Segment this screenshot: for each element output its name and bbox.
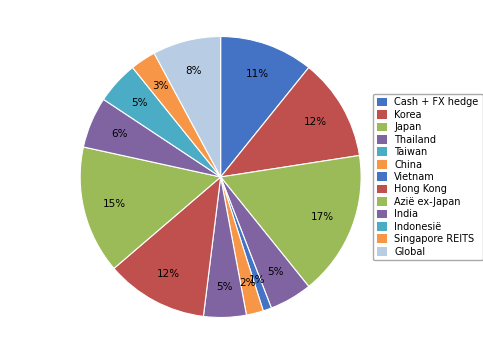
Wedge shape — [154, 36, 221, 177]
Text: 3%: 3% — [152, 81, 169, 91]
Text: 5%: 5% — [131, 98, 148, 108]
Wedge shape — [114, 177, 221, 316]
Wedge shape — [221, 155, 361, 286]
Text: 2%: 2% — [239, 278, 256, 288]
Wedge shape — [221, 177, 309, 308]
Wedge shape — [221, 177, 263, 315]
Text: 12%: 12% — [157, 269, 180, 279]
Text: 15%: 15% — [103, 199, 126, 209]
Text: 5%: 5% — [216, 281, 232, 292]
Text: 17%: 17% — [311, 212, 334, 222]
Text: 11%: 11% — [245, 69, 269, 79]
Legend: Cash + FX hedge, Korea, Japan, Thailand, Taiwan, China, Vietnam, Hong Kong, Azië: Cash + FX hedge, Korea, Japan, Thailand,… — [373, 93, 483, 261]
Wedge shape — [221, 36, 309, 177]
Text: 1%: 1% — [249, 275, 265, 285]
Wedge shape — [221, 177, 271, 311]
Wedge shape — [80, 147, 221, 268]
Text: 6%: 6% — [112, 129, 128, 139]
Wedge shape — [203, 177, 246, 318]
Wedge shape — [84, 99, 221, 177]
Wedge shape — [132, 53, 221, 177]
Wedge shape — [103, 68, 221, 177]
Text: 8%: 8% — [185, 66, 202, 76]
Wedge shape — [221, 68, 359, 177]
Text: 12%: 12% — [304, 117, 327, 127]
Text: 5%: 5% — [267, 267, 284, 277]
